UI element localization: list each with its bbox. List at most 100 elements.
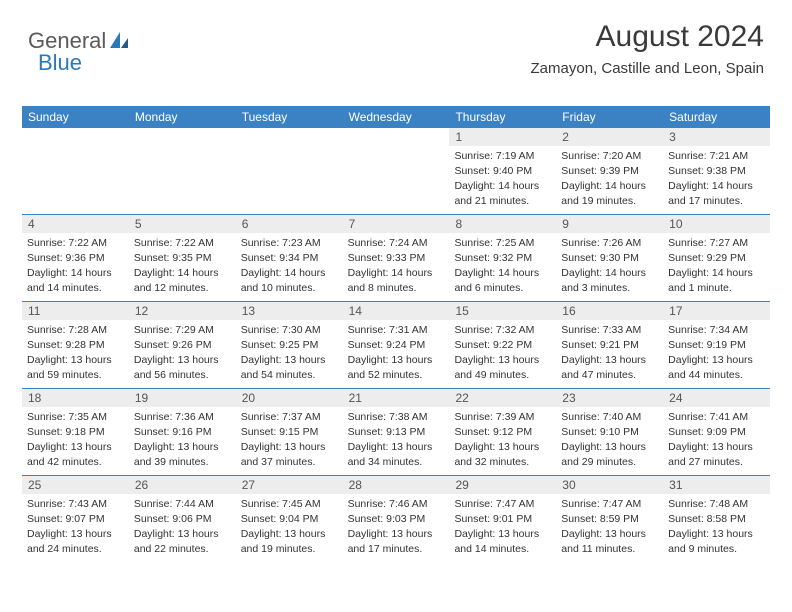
- daylight-text: Daylight: 14 hours and 10 minutes.: [241, 266, 338, 294]
- calendar-cell: 18Sunrise: 7:35 AMSunset: 9:18 PMDayligh…: [22, 389, 129, 475]
- daylight-text: Daylight: 13 hours and 52 minutes.: [348, 353, 445, 381]
- daylight-text: Daylight: 13 hours and 22 minutes.: [134, 527, 231, 555]
- day-header: Monday: [129, 106, 236, 128]
- week-row: 11Sunrise: 7:28 AMSunset: 9:28 PMDayligh…: [22, 301, 770, 388]
- day-header-row: SundayMondayTuesdayWednesdayThursdayFrid…: [22, 106, 770, 128]
- daylight-text: Daylight: 13 hours and 17 minutes.: [348, 527, 445, 555]
- sunrise-text: Sunrise: 7:25 AM: [454, 236, 551, 250]
- day-header: Sunday: [22, 106, 129, 128]
- calendar-cell: 20Sunrise: 7:37 AMSunset: 9:15 PMDayligh…: [236, 389, 343, 475]
- cell-body: Sunrise: 7:37 AMSunset: 9:15 PMDaylight:…: [236, 407, 343, 475]
- calendar-cell: 28Sunrise: 7:46 AMSunset: 9:03 PMDayligh…: [343, 476, 450, 562]
- day-header: Wednesday: [343, 106, 450, 128]
- calendar-cell: 29Sunrise: 7:47 AMSunset: 9:01 PMDayligh…: [449, 476, 556, 562]
- cell-body: Sunrise: 7:32 AMSunset: 9:22 PMDaylight:…: [449, 320, 556, 388]
- cell-body: Sunrise: 7:33 AMSunset: 9:21 PMDaylight:…: [556, 320, 663, 388]
- calendar-cell: 2Sunrise: 7:20 AMSunset: 9:39 PMDaylight…: [556, 128, 663, 214]
- calendar-cell: 23Sunrise: 7:40 AMSunset: 9:10 PMDayligh…: [556, 389, 663, 475]
- daylight-text: Daylight: 13 hours and 56 minutes.: [134, 353, 231, 381]
- sunset-text: Sunset: 9:03 PM: [348, 512, 445, 526]
- sunset-text: Sunset: 9:35 PM: [134, 251, 231, 265]
- sunrise-text: Sunrise: 7:37 AM: [241, 410, 338, 424]
- cell-body: Sunrise: 7:47 AMSunset: 8:59 PMDaylight:…: [556, 494, 663, 562]
- sunrise-text: Sunrise: 7:48 AM: [668, 497, 765, 511]
- sunrise-text: Sunrise: 7:44 AM: [134, 497, 231, 511]
- sunset-text: Sunset: 8:59 PM: [561, 512, 658, 526]
- sunset-text: Sunset: 8:58 PM: [668, 512, 765, 526]
- calendar-cell: 7Sunrise: 7:24 AMSunset: 9:33 PMDaylight…: [343, 215, 450, 301]
- sunrise-text: Sunrise: 7:22 AM: [134, 236, 231, 250]
- day-header: Saturday: [663, 106, 770, 128]
- sunset-text: Sunset: 9:15 PM: [241, 425, 338, 439]
- daylight-text: Daylight: 14 hours and 17 minutes.: [668, 179, 765, 207]
- calendar-cell: 30Sunrise: 7:47 AMSunset: 8:59 PMDayligh…: [556, 476, 663, 562]
- day-number: 28: [343, 476, 450, 494]
- day-number: 31: [663, 476, 770, 494]
- sunrise-text: Sunrise: 7:19 AM: [454, 149, 551, 163]
- cell-body: Sunrise: 7:41 AMSunset: 9:09 PMDaylight:…: [663, 407, 770, 475]
- sunrise-text: Sunrise: 7:27 AM: [668, 236, 765, 250]
- sunrise-text: Sunrise: 7:26 AM: [561, 236, 658, 250]
- cell-body: Sunrise: 7:39 AMSunset: 9:12 PMDaylight:…: [449, 407, 556, 475]
- day-number: 4: [22, 215, 129, 233]
- cell-body: Sunrise: 7:22 AMSunset: 9:36 PMDaylight:…: [22, 233, 129, 301]
- day-number: 15: [449, 302, 556, 320]
- cell-body: Sunrise: 7:38 AMSunset: 9:13 PMDaylight:…: [343, 407, 450, 475]
- sunset-text: Sunset: 9:01 PM: [454, 512, 551, 526]
- sunrise-text: Sunrise: 7:46 AM: [348, 497, 445, 511]
- sunrise-text: Sunrise: 7:21 AM: [668, 149, 765, 163]
- cell-body: Sunrise: 7:44 AMSunset: 9:06 PMDaylight:…: [129, 494, 236, 562]
- daylight-text: Daylight: 14 hours and 3 minutes.: [561, 266, 658, 294]
- sunset-text: Sunset: 9:38 PM: [668, 164, 765, 178]
- cell-body: Sunrise: 7:29 AMSunset: 9:26 PMDaylight:…: [129, 320, 236, 388]
- month-title: August 2024: [531, 20, 764, 54]
- cell-body: Sunrise: 7:25 AMSunset: 9:32 PMDaylight:…: [449, 233, 556, 301]
- sunset-text: Sunset: 9:10 PM: [561, 425, 658, 439]
- day-header: Friday: [556, 106, 663, 128]
- sunrise-text: Sunrise: 7:33 AM: [561, 323, 658, 337]
- daylight-text: Daylight: 14 hours and 14 minutes.: [27, 266, 124, 294]
- daylight-text: Daylight: 13 hours and 54 minutes.: [241, 353, 338, 381]
- sunset-text: Sunset: 9:39 PM: [561, 164, 658, 178]
- daylight-text: Daylight: 13 hours and 29 minutes.: [561, 440, 658, 468]
- sunrise-text: Sunrise: 7:32 AM: [454, 323, 551, 337]
- cell-body: Sunrise: 7:24 AMSunset: 9:33 PMDaylight:…: [343, 233, 450, 301]
- daylight-text: Daylight: 14 hours and 19 minutes.: [561, 179, 658, 207]
- daylight-text: Daylight: 13 hours and 9 minutes.: [668, 527, 765, 555]
- calendar-cell: 14Sunrise: 7:31 AMSunset: 9:24 PMDayligh…: [343, 302, 450, 388]
- cell-body: Sunrise: 7:34 AMSunset: 9:19 PMDaylight:…: [663, 320, 770, 388]
- day-number: 13: [236, 302, 343, 320]
- cell-body: Sunrise: 7:46 AMSunset: 9:03 PMDaylight:…: [343, 494, 450, 562]
- sunrise-text: Sunrise: 7:35 AM: [27, 410, 124, 424]
- daylight-text: Daylight: 13 hours and 11 minutes.: [561, 527, 658, 555]
- cell-body: Sunrise: 7:26 AMSunset: 9:30 PMDaylight:…: [556, 233, 663, 301]
- cell-body: Sunrise: 7:36 AMSunset: 9:16 PMDaylight:…: [129, 407, 236, 475]
- day-number: 14: [343, 302, 450, 320]
- calendar-cell: 16Sunrise: 7:33 AMSunset: 9:21 PMDayligh…: [556, 302, 663, 388]
- calendar-cell: [22, 128, 129, 214]
- daylight-text: Daylight: 13 hours and 32 minutes.: [454, 440, 551, 468]
- sunrise-text: Sunrise: 7:40 AM: [561, 410, 658, 424]
- sunrise-text: Sunrise: 7:47 AM: [561, 497, 658, 511]
- sunset-text: Sunset: 9:32 PM: [454, 251, 551, 265]
- sunset-text: Sunset: 9:26 PM: [134, 338, 231, 352]
- calendar-cell: 5Sunrise: 7:22 AMSunset: 9:35 PMDaylight…: [129, 215, 236, 301]
- calendar-cell: 13Sunrise: 7:30 AMSunset: 9:25 PMDayligh…: [236, 302, 343, 388]
- logo-text-blue: Blue: [38, 50, 82, 75]
- day-number: 1: [449, 128, 556, 146]
- day-number: 16: [556, 302, 663, 320]
- logo-text-blue-wrap: Blue: [38, 50, 82, 76]
- calendar-cell: 25Sunrise: 7:43 AMSunset: 9:07 PMDayligh…: [22, 476, 129, 562]
- calendar-cell: 27Sunrise: 7:45 AMSunset: 9:04 PMDayligh…: [236, 476, 343, 562]
- cell-body: Sunrise: 7:27 AMSunset: 9:29 PMDaylight:…: [663, 233, 770, 301]
- cell-body: Sunrise: 7:30 AMSunset: 9:25 PMDaylight:…: [236, 320, 343, 388]
- calendar-cell: [129, 128, 236, 214]
- daylight-text: Daylight: 13 hours and 14 minutes.: [454, 527, 551, 555]
- sunset-text: Sunset: 9:30 PM: [561, 251, 658, 265]
- cell-body: Sunrise: 7:28 AMSunset: 9:28 PMDaylight:…: [22, 320, 129, 388]
- day-number: 17: [663, 302, 770, 320]
- day-number: 11: [22, 302, 129, 320]
- day-number: 6: [236, 215, 343, 233]
- sunset-text: Sunset: 9:12 PM: [454, 425, 551, 439]
- cell-body: Sunrise: 7:22 AMSunset: 9:35 PMDaylight:…: [129, 233, 236, 301]
